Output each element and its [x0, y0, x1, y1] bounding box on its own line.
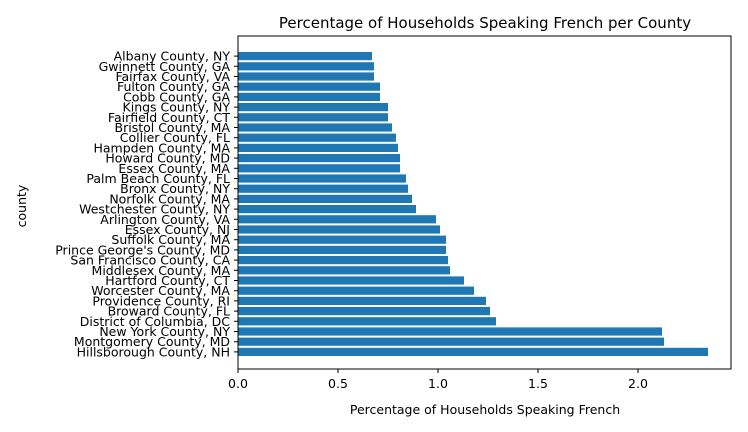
y-tick-label: Middlesex County, MA: [92, 263, 231, 278]
bar: [238, 327, 662, 336]
y-tick-label: Kings County, NY: [123, 100, 231, 115]
x-tick-label: 0.5: [328, 376, 348, 391]
y-tick-label: Westchester County, NY: [79, 202, 230, 217]
bar: [238, 347, 708, 356]
y-tick-label: Arlington County, VA: [100, 212, 230, 227]
y-tick-label: Norfolk County, MA: [109, 191, 230, 206]
bar: [238, 184, 408, 193]
bar: [238, 266, 450, 275]
y-tick-label: Essex County, MA: [118, 161, 230, 176]
bar: [238, 52, 372, 61]
y-tick-label: Collier County, FL: [120, 130, 230, 145]
bar: [238, 194, 412, 203]
y-tick-label: Essex County, NJ: [125, 222, 230, 237]
bar: [238, 276, 464, 285]
y-tick-label: Hartford County, CT: [105, 273, 230, 288]
x-tick-label: 2.0: [628, 376, 648, 391]
bar: [238, 72, 374, 81]
bar: [238, 113, 388, 122]
bar: [238, 164, 400, 173]
bars-layer: [238, 52, 708, 356]
bar: [238, 215, 436, 224]
bar: [238, 62, 374, 71]
y-tick-label: Fulton County, GA: [117, 79, 230, 94]
bar: [238, 205, 416, 214]
y-tick-label: Howard County, MD: [105, 151, 230, 166]
y-tick-label: Cobb County, GA: [123, 89, 230, 104]
bar: [238, 286, 474, 295]
bar: [238, 337, 664, 346]
chart-title: Percentage of Households Speaking French…: [279, 14, 691, 32]
bar: [238, 82, 380, 91]
bar: [238, 296, 486, 305]
bar: [238, 317, 496, 326]
x-tick-label: 0.0: [228, 376, 248, 391]
y-tick-label: Hillsborough County, NH: [77, 344, 230, 359]
y-tick-label: Bristol County, MA: [115, 120, 231, 135]
bar: [238, 133, 396, 142]
y-tick-label: Montgomery County, MD: [74, 334, 230, 349]
x-axis-ticks: 0.0 0.5 1.0 1.5 2.0: [228, 369, 648, 391]
bar: [238, 256, 448, 265]
bar: [238, 307, 490, 316]
bar: [238, 123, 392, 132]
y-tick-label: Broward County, FL: [108, 304, 230, 319]
y-tick-label: Prince George's County, MD: [55, 242, 230, 257]
y-tick-label: San Francisco County, CA: [70, 253, 230, 268]
x-tick-label: 1.0: [428, 376, 448, 391]
y-tick-label: Worcester County, MA: [91, 283, 230, 298]
y-tick-label: New York County, NY: [99, 324, 230, 339]
x-axis-title: Percentage of Households Speaking French: [350, 402, 620, 417]
bar: [238, 143, 398, 152]
y-tick-label: Providence County, RI: [92, 293, 230, 308]
y-tick-label: Gwinnett County, GA: [99, 59, 231, 74]
plot-frame: [237, 35, 732, 370]
bar: [238, 103, 388, 112]
bar: [238, 154, 400, 163]
bar: [238, 92, 380, 101]
y-tick-label: Hampden County, MA: [94, 140, 231, 155]
bar: [238, 174, 406, 183]
y-tick-label: Albany County, NY: [114, 49, 231, 64]
y-tick-label: Palm Beach County, FL: [86, 171, 230, 186]
y-axis-title: county: [14, 184, 29, 227]
bar: [238, 245, 446, 254]
bar: [238, 225, 440, 234]
x-tick-label: 1.5: [528, 376, 548, 391]
y-tick-label: Suffolk County, MA: [111, 232, 230, 247]
y-tick-label: Fairfield County, CT: [108, 110, 230, 125]
y-tick-label: Fairfax County, VA: [115, 69, 230, 84]
y-tick-label: District of Columbia, DC: [80, 314, 230, 329]
y-tick-label: Bronx County, NY: [120, 181, 230, 196]
bar: [238, 235, 446, 244]
